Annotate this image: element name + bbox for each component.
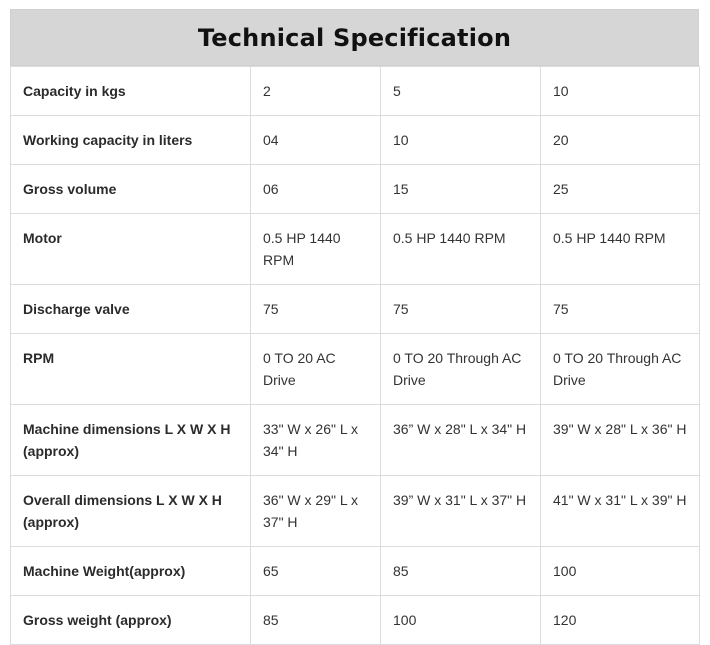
table-cell: 06 [250, 164, 381, 214]
table-cell: 39" W x 28" L x 36" H [540, 404, 700, 476]
row-label: Working capacity in liters [10, 115, 251, 165]
table-cell: 36” W x 28" L x 34" H [380, 404, 541, 476]
table-cell: 04 [250, 115, 381, 165]
table-cell: 5 [380, 66, 541, 116]
table-cell: 33" W x 26" L x 34" H [250, 404, 381, 476]
table-cell: 85 [250, 595, 381, 645]
table-cell: 25 [540, 164, 700, 214]
row-label: Gross weight (approx) [10, 595, 251, 645]
row-label: Gross volume [10, 164, 251, 214]
table-cell: 120 [540, 595, 700, 645]
row-label: Overall dimensions L X W X H (approx) [10, 475, 251, 547]
table-cell: 0 TO 20 Through AC Drive [380, 333, 541, 405]
table-row: Working capacity in liters 04 10 20 [10, 115, 700, 165]
table-cell: 20 [540, 115, 700, 165]
table-cell: 75 [250, 284, 381, 334]
table-cell: 10 [540, 66, 700, 116]
table-row: Discharge valve 75 75 75 [10, 284, 700, 334]
row-label: Machine Weight(approx) [10, 546, 251, 596]
table-cell: 41" W x 31" L x 39" H [540, 475, 700, 547]
table-cell: 10 [380, 115, 541, 165]
table-cell: 100 [380, 595, 541, 645]
table-cell: 0.5 HP 1440 RPM [540, 213, 700, 285]
spec-table: Capacity in kgs 2 5 10 Working capacity … [10, 66, 700, 645]
table-cell: 0 TO 20 Through AC Drive [540, 333, 700, 405]
table-cell: 39” W x 31" L x 37" H [380, 475, 541, 547]
table-row: Overall dimensions L X W X H (approx) 36… [10, 475, 700, 547]
table-cell: 85 [380, 546, 541, 596]
table-cell: 15 [380, 164, 541, 214]
row-label: Discharge valve [10, 284, 251, 334]
spec-title: Technical Specification [197, 23, 512, 52]
table-row: Gross volume 06 15 25 [10, 164, 700, 214]
spec-section: Technical Specification Capacity in kgs … [10, 9, 700, 645]
spec-title-bar: Technical Specification [10, 9, 699, 66]
table-row: Motor 0.5 HP 1440 RPM 0.5 HP 1440 RPM 0.… [10, 213, 700, 285]
table-cell: 75 [540, 284, 700, 334]
table-cell: 65 [250, 546, 381, 596]
row-label: Motor [10, 213, 251, 285]
table-cell: 0 TO 20 AC Drive [250, 333, 381, 405]
table-cell: 100 [540, 546, 700, 596]
row-label: Machine dimensions L X W X H (approx) [10, 404, 251, 476]
table-cell: 36" W x 29" L x 37" H [250, 475, 381, 547]
table-cell: 2 [250, 66, 381, 116]
table-cell: 0.5 HP 1440 RPM [380, 213, 541, 285]
table-cell: 75 [380, 284, 541, 334]
table-row: Machine dimensions L X W X H (approx) 33… [10, 404, 700, 476]
row-label: Capacity in kgs [10, 66, 251, 116]
table-row: Capacity in kgs 2 5 10 [10, 66, 700, 116]
table-cell: 0.5 HP 1440 RPM [250, 213, 381, 285]
table-row: Machine Weight(approx) 65 85 100 [10, 546, 700, 596]
table-row: RPM 0 TO 20 AC Drive 0 TO 20 Through AC … [10, 333, 700, 405]
row-label: RPM [10, 333, 251, 405]
table-row: Gross weight (approx) 85 100 120 [10, 595, 700, 645]
